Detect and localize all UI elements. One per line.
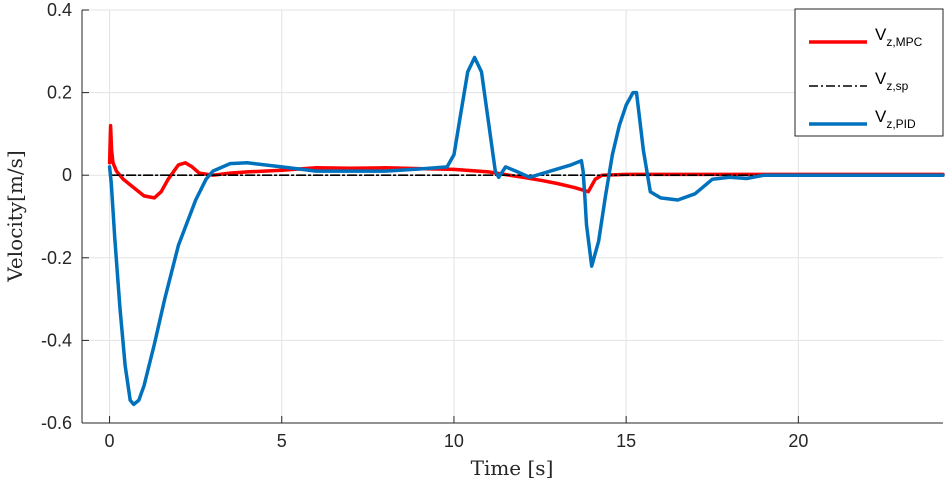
x-tick-label: 10 bbox=[444, 431, 464, 451]
x-tick-label: 20 bbox=[788, 431, 808, 451]
legend-label-sp: Vz,sp bbox=[875, 69, 909, 93]
y-tick-label: 0.4 bbox=[47, 0, 72, 20]
x-tick-label: 0 bbox=[105, 431, 115, 451]
y-tick-label: -0.6 bbox=[41, 413, 72, 433]
axes: 0 5 10 15 20 -0.6 -0.4 -0.2 0 0.2 0.4 bbox=[41, 0, 943, 451]
x-axis-label: Time [s] bbox=[471, 456, 554, 480]
y-axis-label: Velocity[m/s] bbox=[3, 150, 27, 282]
series-line-pid bbox=[107, 55, 945, 407]
legend-label-mpc: Vz,MPC bbox=[875, 25, 923, 49]
y-tick-label: 0 bbox=[62, 165, 72, 185]
plot-lines bbox=[107, 55, 945, 407]
legend: Vz,MPC Vz,sp Vz,PID bbox=[794, 8, 944, 137]
series-line-mpc bbox=[107, 123, 945, 200]
y-tick-label: 0.2 bbox=[47, 83, 72, 103]
legend-label-pid: Vz,PID bbox=[875, 107, 916, 131]
y-tick-label: -0.4 bbox=[41, 330, 72, 350]
x-tick-label: 15 bbox=[616, 431, 636, 451]
x-tick-label: 5 bbox=[277, 431, 287, 451]
legend-box bbox=[794, 8, 944, 137]
y-tick-label: -0.2 bbox=[41, 248, 72, 268]
